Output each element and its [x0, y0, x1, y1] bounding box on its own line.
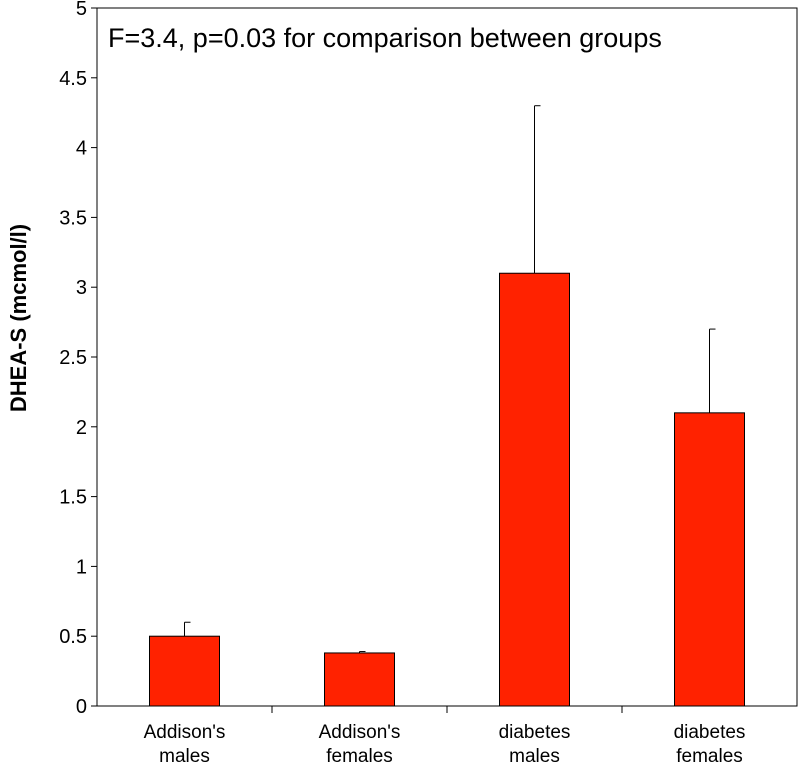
chart-annotation: F=3.4, p=0.03 for comparison between gro… — [108, 23, 662, 53]
y-tick-label: 1 — [76, 556, 87, 578]
x-category-label: females — [676, 746, 743, 767]
x-category-label: diabetes — [499, 722, 571, 743]
x-category-label: females — [326, 746, 393, 767]
y-tick-label: 3 — [76, 277, 87, 299]
y-tick-label: 2.5 — [59, 347, 87, 369]
y-tick-label: 1.5 — [59, 487, 87, 509]
y-tick-label: 2 — [76, 417, 87, 439]
y-tick-label: 5 — [76, 0, 87, 20]
y-tick-label: 4 — [76, 138, 87, 160]
bar-2 — [499, 272, 570, 707]
bar-0 — [149, 635, 220, 707]
y-tick-label: 0 — [76, 696, 87, 718]
x-category-label: Addison's — [144, 722, 226, 743]
y-tick-label: 4.5 — [59, 68, 87, 90]
x-category-label: males — [509, 746, 560, 767]
y-tick-label: 0.5 — [59, 626, 87, 648]
x-category-label: Addison's — [319, 722, 401, 743]
bar-3 — [674, 412, 745, 707]
bar-1 — [324, 652, 395, 707]
x-category-label: diabetes — [674, 722, 746, 743]
y-axis-label: DHEA-S (mcmol/l) — [6, 224, 31, 412]
y-tick-label: 3.5 — [59, 207, 87, 229]
x-category-label: males — [159, 746, 210, 767]
plot-area: 0 0.5 1 1.5 2 2.5 3 3.5 4 4.5 5 Addison's males Addis… — [59, 0, 798, 767]
